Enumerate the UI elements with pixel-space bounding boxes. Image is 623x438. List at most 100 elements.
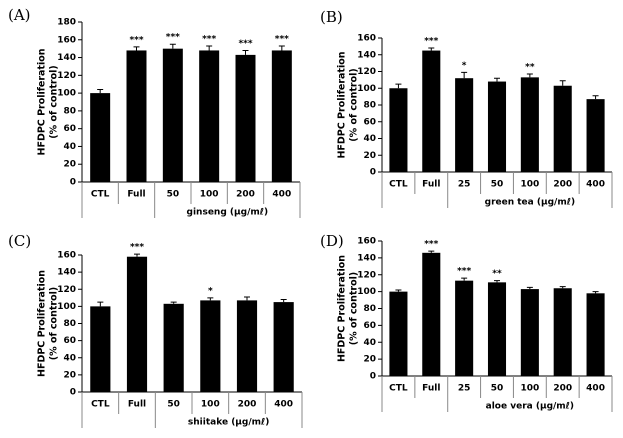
bar	[422, 50, 441, 172]
error-bar	[133, 46, 140, 51]
y-tick-label: 80	[63, 319, 76, 329]
bar	[162, 48, 183, 182]
y-tick-label: 60	[363, 321, 376, 331]
x-tick-label: 25	[458, 384, 471, 394]
y-tick-label: 80	[63, 106, 76, 116]
y-tick-label: 140	[357, 253, 376, 263]
error-bar	[559, 80, 566, 86]
significance: ***	[457, 267, 471, 277]
error-bar	[461, 71, 468, 79]
y-axis-label: (% of control)	[349, 272, 360, 345]
y-axis-label: (% of control)	[49, 287, 60, 360]
y-tick-label: 100	[57, 302, 76, 312]
significance: **	[492, 269, 502, 279]
y-tick-label: 60	[63, 124, 76, 134]
y-tick-label: 40	[363, 338, 376, 348]
x-tick-label: 50	[491, 180, 504, 190]
significance: ***	[424, 240, 438, 250]
y-axis-label: (% of control)	[49, 65, 60, 138]
error-bar	[97, 301, 104, 307]
error-bar	[592, 291, 599, 294]
panel-label: (B)	[320, 8, 343, 26]
y-tick-label: 20	[363, 151, 376, 161]
y-tick-label: 20	[63, 160, 76, 170]
group-label: aloe vera (μg/mℓ)	[486, 402, 574, 412]
x-tick-label: Full	[422, 384, 440, 394]
x-tick-label: 25	[458, 180, 471, 190]
significance: ***	[202, 35, 216, 45]
x-tick-label: 400	[274, 400, 293, 410]
y-tick-label: 140	[57, 268, 76, 278]
y-tick-label: 60	[363, 117, 376, 127]
y-tick-label: 0	[370, 168, 376, 178]
x-tick-label: 200	[553, 384, 572, 394]
x-tick-label: 400	[586, 384, 605, 394]
error-bar	[134, 253, 140, 257]
significance: **	[525, 63, 535, 73]
x-tick-label: 200	[553, 180, 572, 190]
bar	[586, 99, 605, 172]
error-bar	[244, 296, 250, 301]
error-bar	[280, 299, 287, 303]
y-tick-label: 0	[370, 372, 376, 382]
x-tick-label: 50	[167, 400, 180, 410]
bar	[126, 256, 148, 392]
bar	[90, 306, 111, 392]
x-tick-label: CTL	[389, 180, 408, 190]
y-tick-label: 160	[357, 34, 376, 44]
bar	[199, 50, 220, 182]
x-tick-label: CTL	[91, 400, 110, 410]
panel-label: (A)	[8, 6, 31, 24]
y-tick-label: 180	[57, 18, 76, 28]
bar	[520, 77, 539, 172]
bar	[455, 280, 474, 376]
panel-label: (C)	[8, 232, 31, 250]
y-tick-label: 0	[70, 178, 76, 188]
error-bar	[395, 289, 402, 292]
x-tick-label: 200	[236, 190, 255, 200]
y-tick-label: 120	[57, 71, 76, 81]
error-bar	[169, 43, 176, 49]
y-tick-label: 140	[57, 53, 76, 63]
y-tick-label: 160	[57, 251, 76, 261]
error-bar	[461, 277, 468, 281]
y-tick-label: 20	[63, 370, 76, 380]
y-tick-label: 120	[357, 270, 376, 280]
error-bar	[278, 45, 285, 51]
bar	[389, 291, 408, 376]
y-tick-label: 40	[363, 134, 376, 144]
error-bar	[207, 297, 214, 301]
error-bar	[494, 77, 500, 82]
x-tick-label: 200	[238, 400, 257, 410]
y-tick-label: 120	[357, 67, 376, 77]
y-tick-label: 80	[363, 101, 376, 111]
y-axis-label: HFDPC Proliferation	[37, 48, 48, 155]
significance: ***	[129, 35, 143, 45]
x-tick-label: 50	[491, 384, 504, 394]
y-tick-label: 0	[70, 388, 76, 398]
error-bar	[97, 89, 104, 94]
x-tick-label: 100	[200, 190, 219, 200]
error-bar	[206, 45, 213, 51]
y-tick-label: 40	[63, 142, 76, 152]
bar	[455, 78, 474, 172]
y-tick-label: 40	[63, 353, 76, 363]
bar	[487, 282, 507, 376]
bar	[553, 288, 572, 376]
error-bar	[428, 250, 435, 253]
y-tick-label: 100	[57, 89, 76, 99]
y-tick-label: 160	[57, 35, 76, 45]
x-tick-label: CTL	[389, 384, 408, 394]
error-bar	[559, 286, 566, 289]
bar	[236, 300, 258, 392]
bar	[200, 300, 221, 392]
group-label: green tea (μg/mℓ)	[485, 198, 575, 208]
bar	[163, 303, 184, 392]
group-label: shiitake (μg/mℓ)	[188, 418, 270, 428]
bar	[586, 293, 605, 376]
y-tick-label: 20	[363, 355, 376, 365]
significance: ***	[238, 39, 252, 49]
error-bar	[526, 73, 533, 78]
bar	[389, 88, 408, 172]
